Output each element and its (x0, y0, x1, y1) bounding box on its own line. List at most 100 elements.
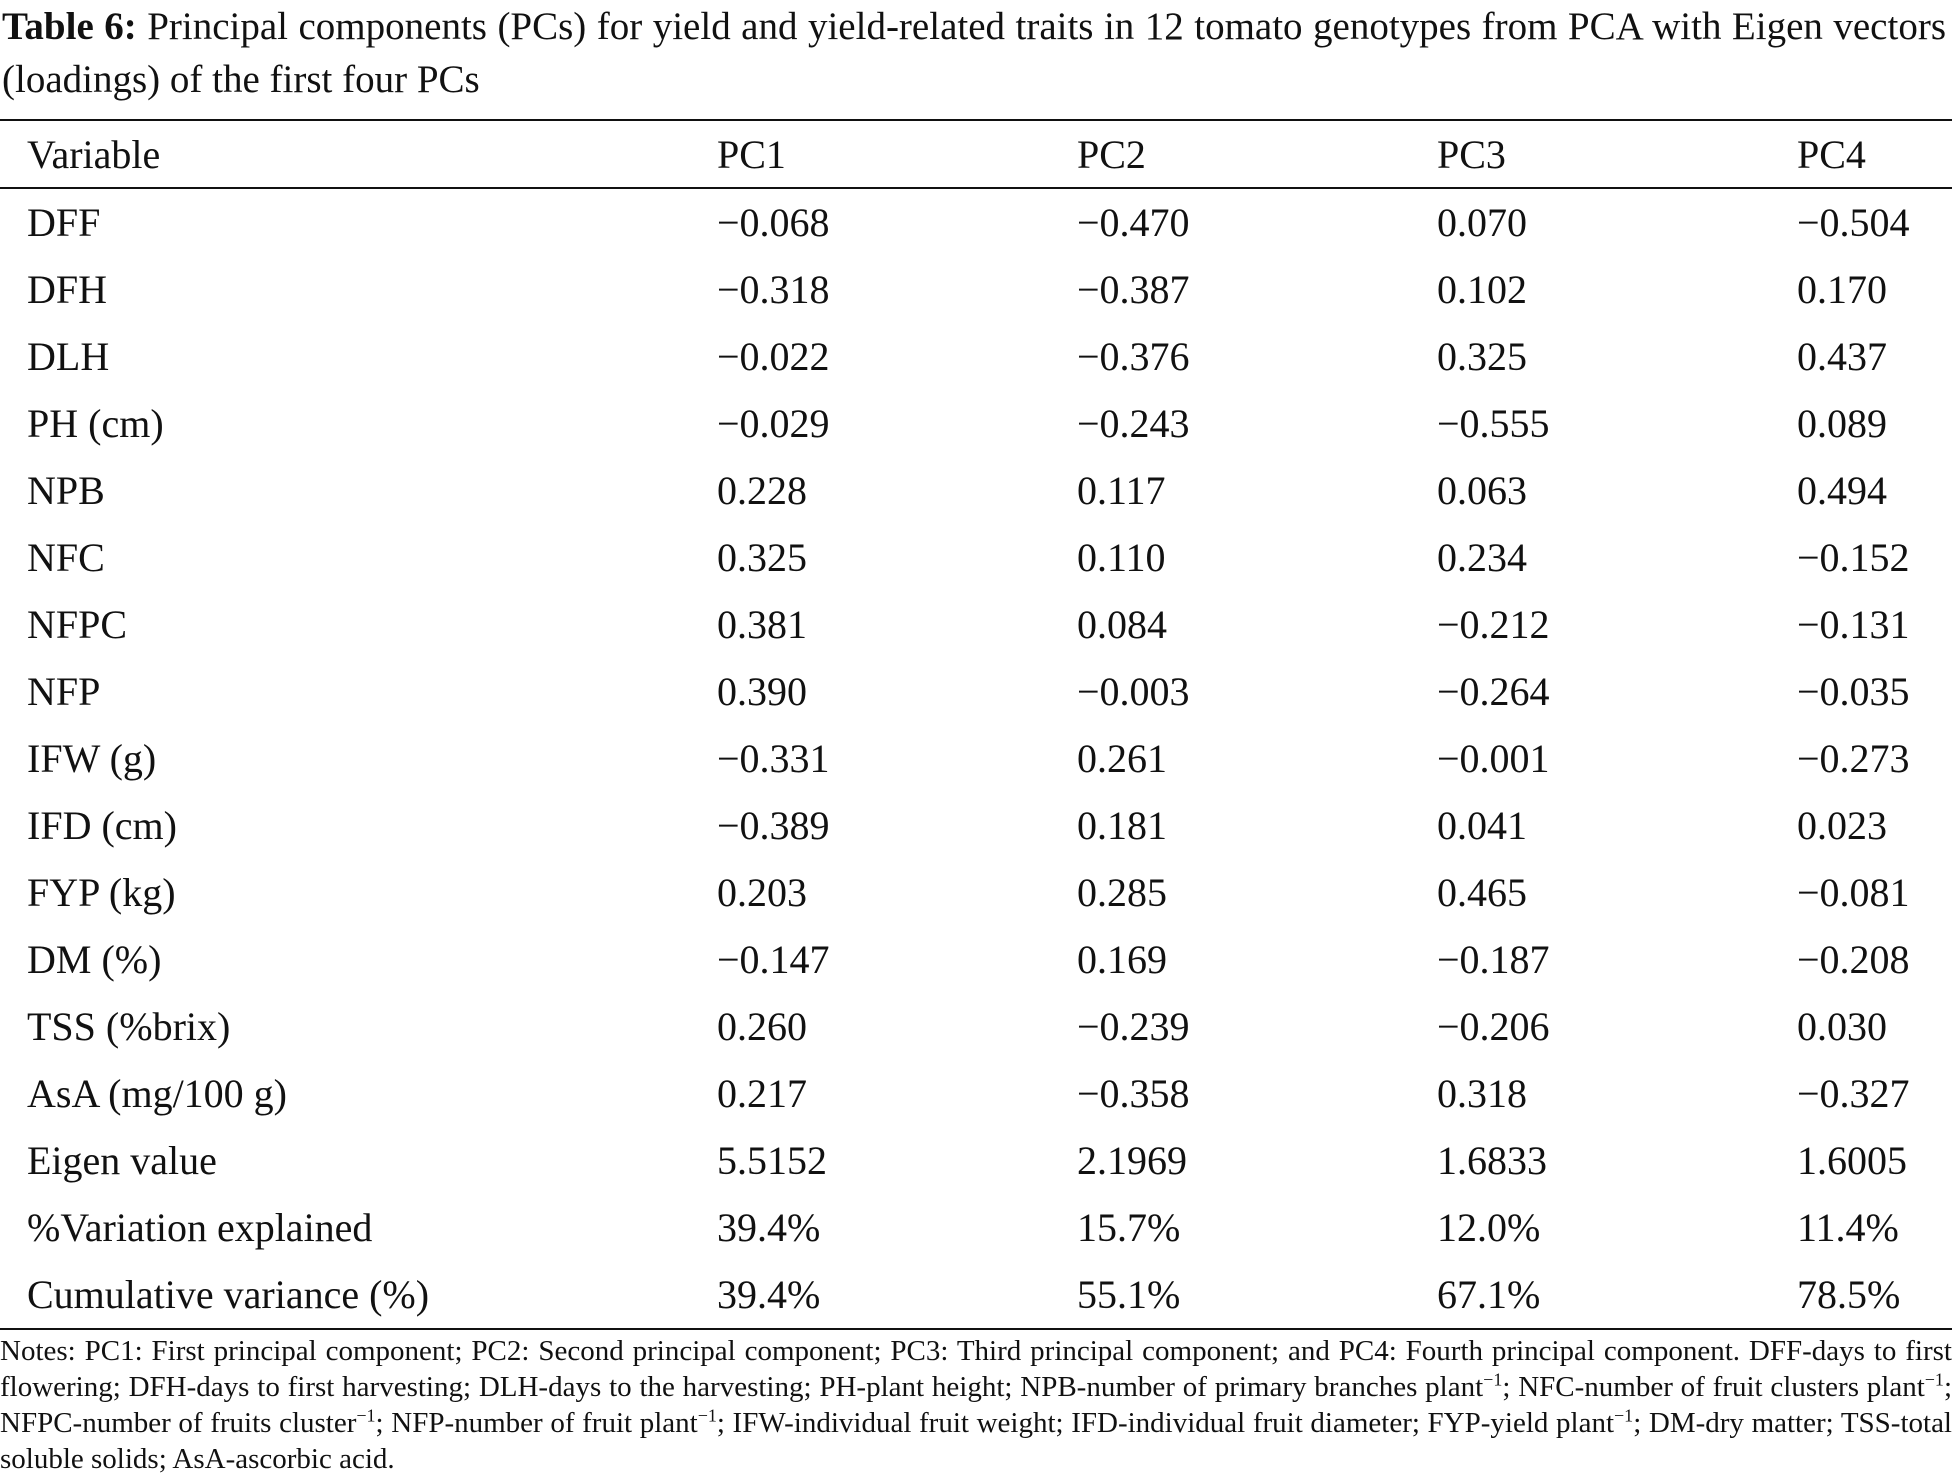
cell-variable: FYP (kg) (27, 870, 176, 915)
cell-pc3: 0.465 (1437, 870, 1527, 915)
table-row: TSS (%brix) 0.260 −0.239 −0.206 0.030 (0, 993, 1952, 1060)
cell-pc2: −0.003 (1077, 669, 1190, 714)
cell-pc1: 39.4% (717, 1205, 821, 1250)
table-row: Eigen value 5.5152 2.1969 1.6833 1.6005 (0, 1127, 1952, 1194)
cell-pc2: 0.117 (1077, 468, 1166, 513)
cell-variable: AsA (mg/100 g) (27, 1071, 287, 1116)
cell-pc1: 39.4% (717, 1272, 821, 1317)
cell-pc4: 78.5% (1797, 1272, 1901, 1317)
cell-pc2: 0.285 (1077, 870, 1167, 915)
table-row: FYP (kg) 0.203 0.285 0.465 −0.081 (0, 859, 1952, 926)
cell-pc3: −0.206 (1437, 1004, 1550, 1049)
cell-pc4: 0.089 (1797, 401, 1887, 446)
cell-pc1: 0.260 (717, 1004, 807, 1049)
cell-pc1: −0.068 (717, 200, 830, 245)
pca-table: Variable PC1 PC2 PC3 PC4 DFF −0.068 −0.470… (0, 119, 1952, 1330)
header-variable: Variable (27, 131, 161, 177)
notes-sup: −1 (1483, 1369, 1503, 1390)
cell-pc4: 0.437 (1797, 334, 1887, 379)
caption-label: Table 6: (2, 5, 137, 48)
cell-pc1: 0.228 (717, 468, 807, 513)
cell-variable: Cumulative variance (%) (27, 1272, 430, 1317)
caption-text: Principal components (PCs) for yield and… (2, 5, 1946, 101)
notes-text-5: ; IFW-individual fruit weight; IFD-indiv… (716, 1407, 1615, 1439)
cell-pc4: 11.4% (1797, 1205, 1899, 1250)
notes-sup: −1 (1924, 1369, 1944, 1390)
cell-variable: NFP (27, 669, 101, 714)
cell-variable: TSS (%brix) (27, 1004, 231, 1049)
cell-pc2: 15.7% (1077, 1205, 1181, 1250)
cell-pc1: 0.390 (717, 669, 807, 714)
cell-pc2: 0.110 (1077, 535, 1166, 580)
cell-pc3: −0.555 (1437, 401, 1550, 446)
cell-pc3: 0.234 (1437, 535, 1527, 580)
cell-pc2: −0.239 (1077, 1004, 1190, 1049)
notes-text-3: ; NFPC-number of fruits cluster (0, 1371, 1952, 1439)
cell-variable: DFH (27, 267, 108, 312)
cell-pc2: −0.243 (1077, 401, 1190, 446)
table-body: DFF −0.068 −0.470 0.070 −0.504 DFH −0.318 −0.38… (0, 188, 1952, 1329)
notes-text-1: Notes: PC1: First principal component; P… (0, 1335, 1952, 1403)
table-row: AsA (mg/100 g) 0.217 −0.358 0.318 −0.327 (0, 1060, 1952, 1127)
table-container: Variable PC1 PC2 PC3 PC4 DFF −0.068 −0.470… (0, 119, 1952, 1330)
cell-pc4: −0.131 (1797, 602, 1910, 647)
cell-pc1: −0.389 (717, 803, 830, 848)
cell-variable: Eigen value (27, 1138, 217, 1183)
cell-pc3: −0.001 (1437, 736, 1550, 781)
cell-pc1: 0.325 (717, 535, 807, 580)
header-row: Variable PC1 PC2 PC3 PC4 (0, 120, 1952, 188)
cell-variable: IFW (g) (27, 736, 157, 781)
table-row: DFF −0.068 −0.470 0.070 −0.504 (0, 188, 1952, 256)
cell-variable: DLH (27, 334, 110, 379)
notes-sup: −1 (356, 1405, 376, 1426)
table-row: DM (%) −0.147 0.169 −0.187 −0.208 (0, 926, 1952, 993)
cell-pc1: 5.5152 (717, 1138, 827, 1183)
cell-pc3: 67.1% (1437, 1272, 1541, 1317)
cell-pc3: 0.318 (1437, 1071, 1527, 1116)
cell-pc1: −0.147 (717, 937, 830, 982)
cell-pc2: 0.169 (1077, 937, 1167, 982)
cell-pc2: 0.084 (1077, 602, 1167, 647)
table-row: Cumulative variance (%) 39.4% 55.1% 67.1% 78… (0, 1261, 1952, 1329)
table-row: IFW (g) −0.331 0.261 −0.001 −0.273 (0, 725, 1952, 792)
notes-text-4: ; NFP-number of fruit plant (375, 1407, 698, 1439)
cell-variable: PH (cm) (27, 401, 164, 446)
cell-pc3: −0.264 (1437, 669, 1550, 714)
header-pc3: PC3 (1437, 131, 1506, 177)
cell-pc1: 0.217 (717, 1071, 807, 1116)
cell-pc3: 0.070 (1437, 200, 1527, 245)
cell-pc3: 0.102 (1437, 267, 1527, 312)
cell-variable: NFC (27, 535, 105, 580)
cell-variable: NPB (27, 468, 105, 513)
header-pc1: PC1 (717, 131, 786, 177)
cell-pc2: −0.470 (1077, 200, 1190, 245)
table-row: DLH −0.022 −0.376 0.325 0.437 (0, 323, 1952, 390)
cell-variable: IFD (cm) (27, 803, 177, 848)
table-notes: Notes: PC1: First principal component; P… (0, 1333, 1952, 1477)
cell-pc1: 0.203 (717, 870, 807, 915)
cell-variable: %Variation explained (27, 1205, 373, 1250)
cell-pc1: −0.318 (717, 267, 830, 312)
table-row: IFD (cm) −0.389 0.181 0.041 0.023 (0, 792, 1952, 859)
table-caption: Table 6: Principal components (PCs) for … (2, 0, 1946, 106)
table-row: NFP 0.390 −0.003 −0.264 −0.035 (0, 658, 1952, 725)
cell-pc2: −0.387 (1077, 267, 1190, 312)
cell-pc1: −0.029 (717, 401, 830, 446)
cell-pc2: −0.358 (1077, 1071, 1190, 1116)
cell-pc2: 0.261 (1077, 736, 1167, 781)
cell-pc3: 1.6833 (1437, 1138, 1547, 1183)
cell-pc1: −0.331 (717, 736, 830, 781)
table-row: NFPC 0.381 0.084 −0.212 −0.131 (0, 591, 1952, 658)
cell-pc2: 55.1% (1077, 1272, 1181, 1317)
notes-text-2: ; NFC-number of fruit clusters plant (1502, 1371, 1925, 1403)
cell-pc3: 0.325 (1437, 334, 1527, 379)
cell-pc4: 0.494 (1797, 468, 1887, 513)
notes-text-6: ; DM-dry matter; TSS-total soluble solid… (0, 1407, 1952, 1475)
notes-sup: −1 (1614, 1405, 1634, 1426)
header-pc2: PC2 (1077, 131, 1146, 177)
cell-pc4: 0.170 (1797, 267, 1887, 312)
cell-pc3: −0.212 (1437, 602, 1550, 647)
cell-pc3: −0.187 (1437, 937, 1550, 982)
cell-pc2: −0.376 (1077, 334, 1190, 379)
cell-pc2: 2.1969 (1077, 1138, 1187, 1183)
